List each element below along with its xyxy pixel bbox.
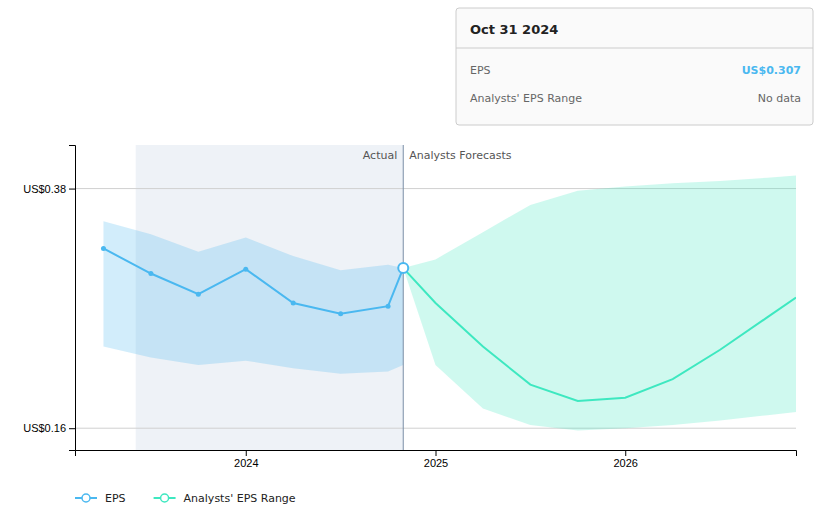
x-tick-mark xyxy=(246,450,247,456)
tooltip-title: Oct 31 2024 xyxy=(470,22,558,37)
y-tick-mark xyxy=(69,428,75,429)
legend-swatch-marker xyxy=(82,494,90,502)
x-tick: 2026 xyxy=(613,450,637,469)
tooltip-separator xyxy=(456,48,813,49)
tooltip: Oct 31 2024 EPS US$0.307 Analysts' EPS Rang… xyxy=(456,8,813,125)
annotation: Actual xyxy=(363,149,397,162)
y-tick: US$0.38 xyxy=(23,183,75,195)
series-line xyxy=(103,248,403,313)
legend-label: EPS xyxy=(105,492,126,505)
y-tick-mark xyxy=(69,189,75,190)
x-tick: 2024 xyxy=(234,450,258,469)
series-line xyxy=(403,268,796,401)
data-point xyxy=(386,304,391,309)
data-point xyxy=(291,300,296,305)
data-point xyxy=(148,271,153,276)
x-tick-label: 2025 xyxy=(424,457,448,469)
x-tick-mark xyxy=(436,450,437,456)
tooltip-label: Analysts' EPS Range xyxy=(470,92,582,105)
legend-item: EPS xyxy=(75,492,126,505)
y-tick-label: US$0.38 xyxy=(23,183,66,195)
grid-line xyxy=(75,428,796,429)
range-band xyxy=(103,221,403,374)
y-axis-line xyxy=(69,146,76,451)
y-tick-label: US$0.16 xyxy=(23,422,66,434)
y-tick: US$0.16 xyxy=(23,422,75,434)
data-point xyxy=(338,311,343,316)
legend: EPS Analysts' EPS Range xyxy=(75,492,296,505)
data-point xyxy=(101,246,106,251)
x-tick-label: 2026 xyxy=(613,457,637,469)
divider-line xyxy=(403,145,404,450)
x-axis: 2024 2025 2026 xyxy=(76,450,797,469)
annotation: Analysts Forecasts xyxy=(409,149,512,162)
tooltip-value: No data xyxy=(758,92,801,105)
x-tick: 2025 xyxy=(424,450,448,469)
data-point xyxy=(243,267,248,272)
legend-swatch-marker xyxy=(161,494,169,502)
legend-item: Analysts' EPS Range xyxy=(154,492,296,505)
tooltip-label: EPS xyxy=(470,64,491,77)
legend-label: Analysts' EPS Range xyxy=(184,492,296,505)
x-tick-label: 2024 xyxy=(234,457,258,469)
data-point xyxy=(196,292,201,297)
tooltip-value: US$0.307 xyxy=(742,64,801,77)
x-axis-line xyxy=(76,451,797,457)
marks xyxy=(75,145,796,450)
y-axis: US$0.38 US$0.16 xyxy=(23,146,75,451)
highlight-point xyxy=(398,263,408,273)
plot-area: Actual Analysts Forecasts 2024 2025 2026 US$0… xyxy=(23,145,796,469)
tooltip-box xyxy=(456,8,813,125)
range-band xyxy=(403,176,796,431)
chart: Actual Analysts Forecasts 2024 2025 2026 US$0… xyxy=(0,0,821,520)
x-tick-mark xyxy=(625,450,626,456)
